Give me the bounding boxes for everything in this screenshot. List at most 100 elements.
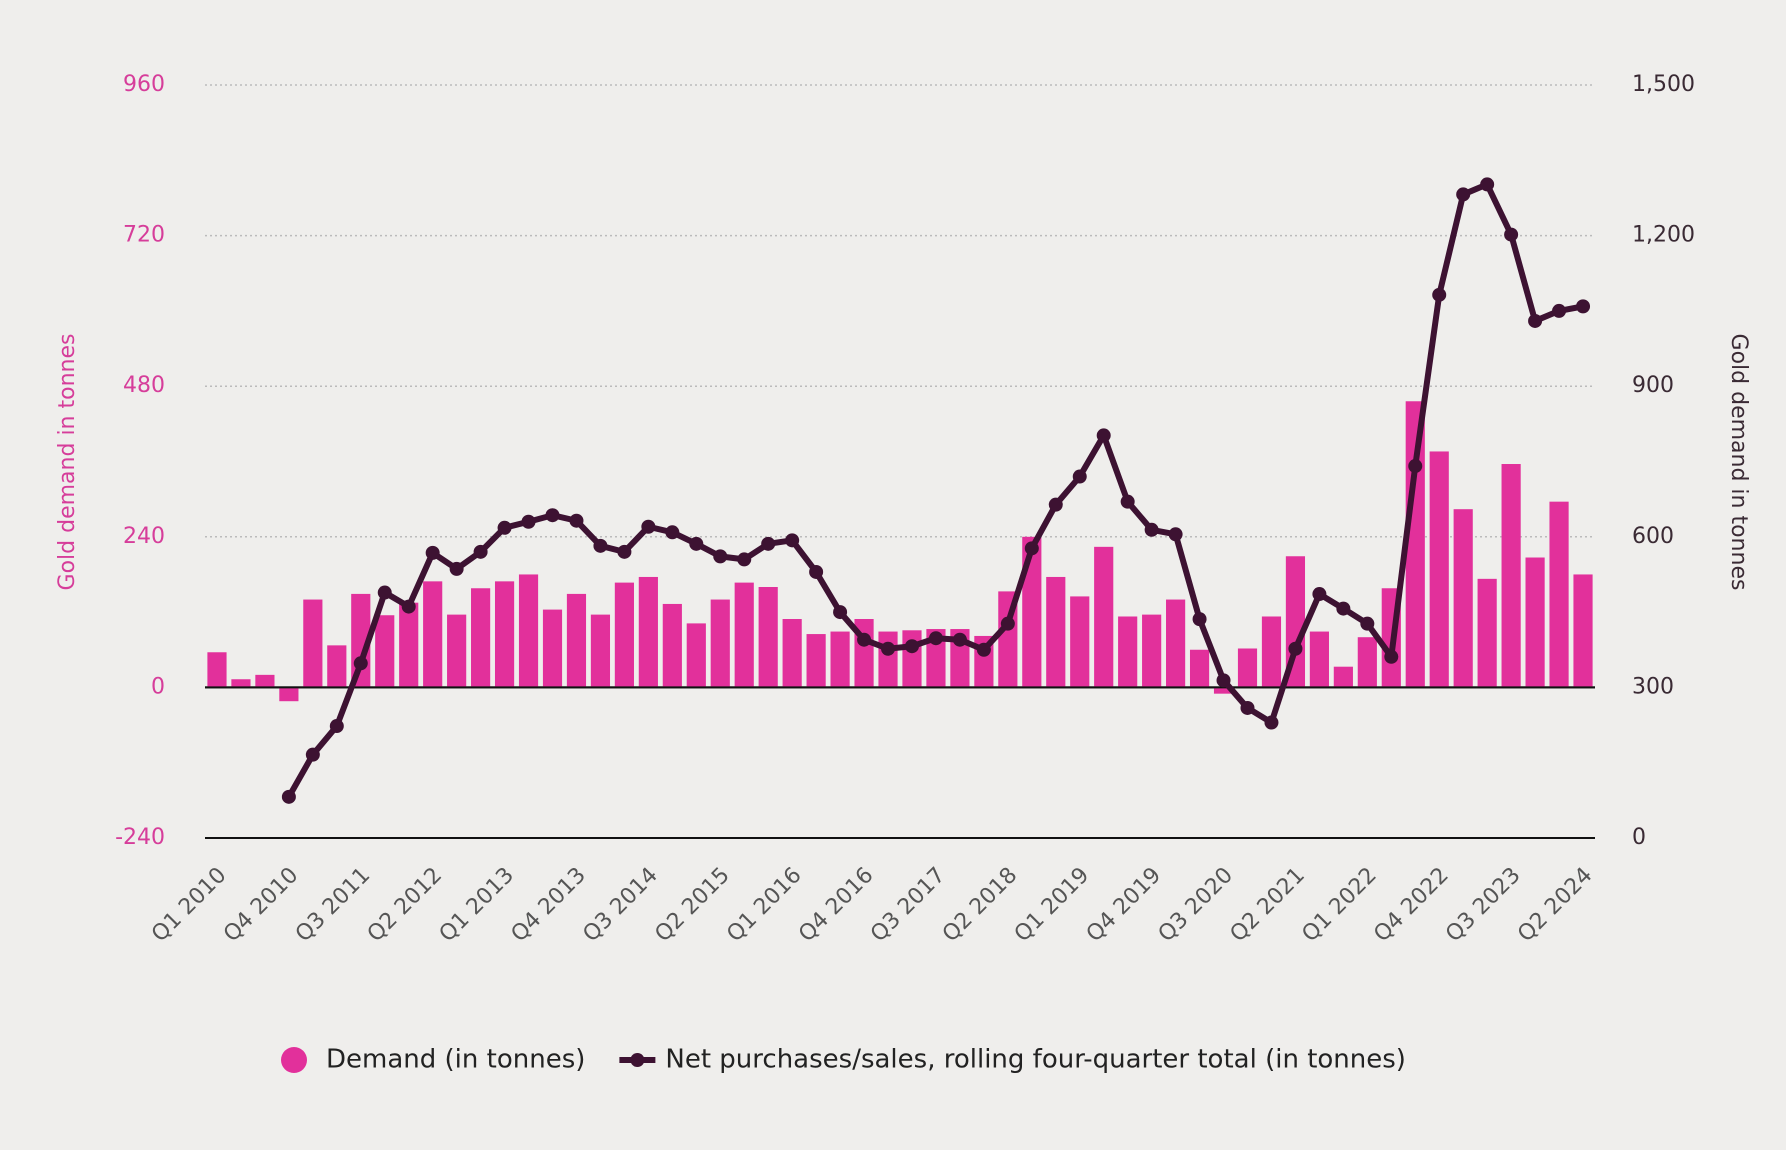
bar <box>1549 501 1569 688</box>
line-point <box>952 632 967 647</box>
bar <box>566 593 587 688</box>
bar <box>1477 578 1497 688</box>
line-point <box>737 552 752 567</box>
line-point <box>1240 700 1255 715</box>
line-point <box>1456 187 1471 202</box>
bar <box>1142 614 1162 688</box>
bar <box>1070 596 1090 688</box>
line-point <box>1168 527 1183 542</box>
bar <box>1046 576 1066 688</box>
line-point <box>1024 541 1039 556</box>
line-point <box>833 605 848 620</box>
bar <box>806 634 826 688</box>
bar <box>1094 546 1114 688</box>
line-point <box>761 536 776 551</box>
bar <box>471 588 491 688</box>
bar <box>255 674 275 688</box>
line-point <box>785 533 800 548</box>
y-tick-label: 0 <box>151 674 165 699</box>
legend-label: Net purchases/sales, rolling four-quarte… <box>665 1045 1406 1075</box>
line-point <box>545 508 560 523</box>
line-point <box>377 585 392 600</box>
line-point <box>353 656 368 671</box>
bar <box>1166 599 1186 688</box>
line-point <box>1120 494 1135 509</box>
bar <box>830 631 850 688</box>
line-point <box>473 544 488 559</box>
line-point <box>904 639 919 654</box>
line-point <box>305 747 320 762</box>
bar <box>231 679 251 688</box>
line-point <box>521 514 536 529</box>
line-point <box>329 719 344 734</box>
line-point <box>665 525 680 540</box>
legend-label: Demand (in tonnes) <box>326 1045 585 1075</box>
bar <box>1261 616 1282 688</box>
y-tick-label: 960 <box>123 72 165 97</box>
line-point <box>617 544 632 559</box>
bar <box>1405 401 1425 688</box>
line-point <box>1288 641 1303 656</box>
line-point <box>1000 616 1015 631</box>
line-point <box>1336 601 1351 616</box>
bar <box>1118 616 1138 688</box>
y2-tick-label: 1,200 <box>1632 223 1695 248</box>
bar <box>1309 631 1329 688</box>
y2-tick-label: 600 <box>1632 524 1674 549</box>
bar <box>1022 536 1042 688</box>
bar <box>1237 648 1258 688</box>
line-point <box>569 513 584 528</box>
line-point <box>857 632 872 647</box>
bar <box>1189 649 1210 688</box>
line-point <box>713 549 728 564</box>
line-point <box>425 545 440 560</box>
bar <box>1501 464 1521 688</box>
y-tick-label: 240 <box>123 524 165 549</box>
line-point <box>689 536 704 551</box>
bar <box>782 619 802 688</box>
bar <box>902 630 922 688</box>
bar <box>638 576 658 688</box>
line-point <box>1048 497 1063 512</box>
y-axis-title: Gold demand in tonnes <box>55 334 80 591</box>
bar <box>686 623 706 688</box>
line-point <box>401 599 416 614</box>
line-point <box>1504 227 1519 242</box>
line-point <box>1360 616 1375 631</box>
bar <box>279 687 299 702</box>
bar <box>1213 687 1234 694</box>
line-point <box>1096 428 1111 443</box>
line-point <box>449 561 464 576</box>
y2-tick-label: 900 <box>1632 373 1674 398</box>
line-point <box>1528 313 1543 328</box>
line-point <box>1408 459 1423 474</box>
line-point <box>497 520 512 535</box>
line-point <box>809 564 824 579</box>
y2-tick-label: 300 <box>1632 674 1674 699</box>
bar <box>1573 574 1593 688</box>
bar <box>1357 637 1377 688</box>
bar <box>1453 509 1473 688</box>
bar <box>734 582 754 688</box>
bar <box>878 631 898 688</box>
bar <box>518 574 539 688</box>
bar <box>399 602 419 688</box>
bar <box>1429 451 1449 688</box>
y2-tick-label: 0 <box>1632 825 1646 850</box>
bar <box>926 629 946 688</box>
line-point <box>281 789 296 804</box>
line-point <box>1144 522 1159 537</box>
bar <box>1525 557 1545 688</box>
line-point <box>881 641 896 656</box>
bar <box>207 652 227 688</box>
bar <box>494 581 515 688</box>
line-point <box>1192 612 1207 627</box>
bar <box>662 603 682 688</box>
bar <box>423 581 443 688</box>
legend-marker <box>281 1047 307 1073</box>
bar <box>303 599 323 688</box>
y2-tick-label: 1,500 <box>1632 72 1695 97</box>
line-point <box>976 642 991 657</box>
line-point <box>1264 715 1279 730</box>
bar <box>327 645 347 688</box>
